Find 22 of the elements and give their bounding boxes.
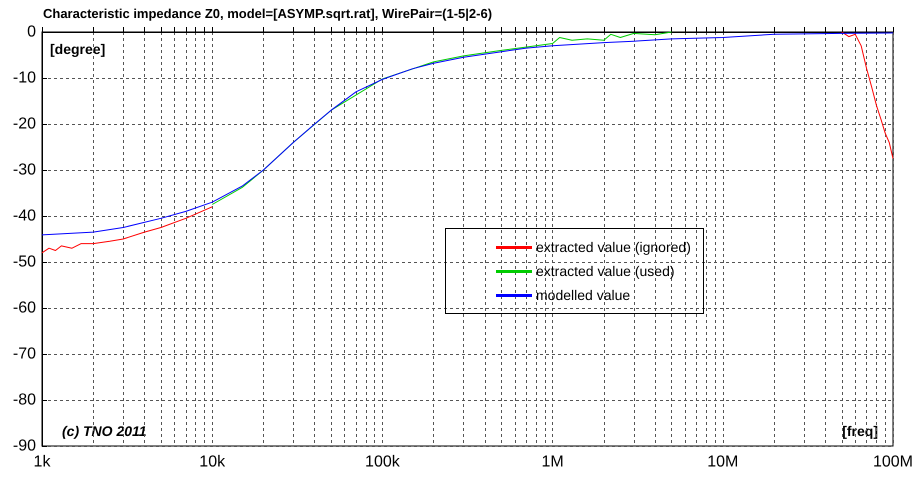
y-tick-label: -50: [12, 254, 36, 270]
y-axis-title: [degree]: [50, 41, 106, 57]
legend-label: extracted value (used): [536, 263, 675, 279]
legend-label: extracted value (ignored): [536, 239, 691, 255]
y-tick-label: -80: [12, 392, 36, 408]
x-tick-label: 10k: [199, 454, 226, 470]
y-tick-label: -30: [12, 162, 36, 178]
y-tick-label: -10: [12, 70, 36, 86]
x-tick-label: 1M: [541, 454, 564, 470]
y-tick-label: -70: [12, 346, 36, 362]
chart-title: Characteristic impedance Z0, model=[ASYMP.sqrt.rat], WirePair=(1-5|2-6): [43, 6, 492, 21]
x-tick-label: 100M: [872, 454, 914, 470]
x-tick-label: 100k: [365, 454, 401, 470]
x-tick-label: 1k: [34, 454, 52, 470]
legend-label: modelled value: [536, 287, 630, 303]
y-tick-label: 0: [27, 24, 36, 40]
y-tick-label: -40: [12, 208, 36, 224]
x-tick-label: 10M: [707, 454, 738, 470]
y-tick-label: -60: [12, 300, 36, 316]
y-tick-label: -20: [12, 116, 36, 132]
y-tick-label: -90: [12, 438, 36, 454]
annotation: (c) TNO 2011: [62, 423, 147, 439]
